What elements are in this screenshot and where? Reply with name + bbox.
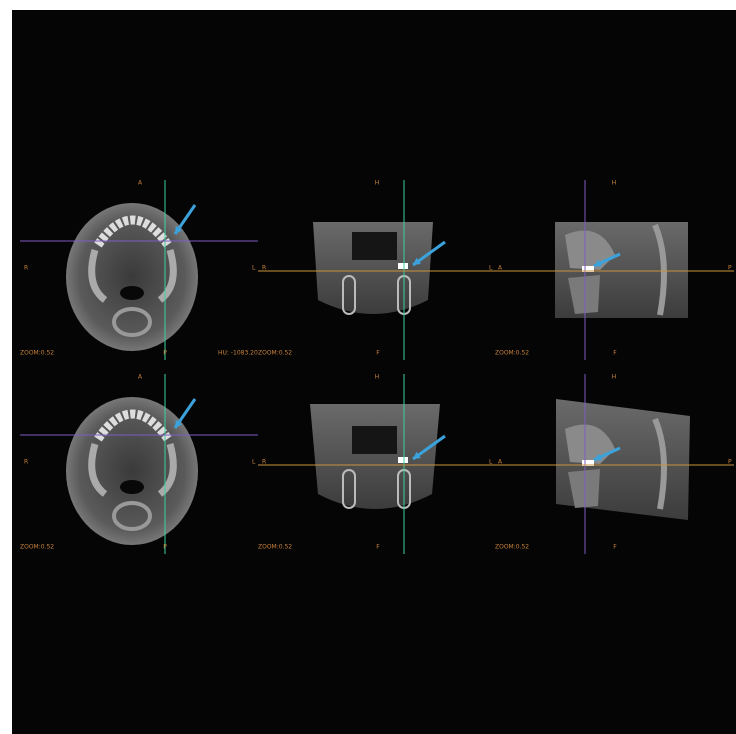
orientation-label-left: A: [498, 265, 503, 272]
spine: [652, 223, 667, 316]
orientation-label-bottom: F: [613, 544, 617, 551]
view-panel: A R L P ZOOM:0.52 HU: -1083.20: [20, 180, 258, 360]
root: [342, 469, 356, 509]
mandible: [88, 249, 177, 303]
axial-slice: [66, 203, 198, 351]
orientation-label-zoom: ZOOM:0.52: [495, 544, 529, 551]
orientation-label-zoom: ZOOM:0.52: [20, 350, 54, 357]
orientation-label-right: P: [728, 459, 732, 466]
orientation-label-bottom: P: [163, 544, 167, 551]
orientation-label-right: L: [252, 459, 256, 466]
orientation-label-bottom: F: [376, 350, 380, 357]
dental-arch: [94, 409, 172, 442]
orientation-label-zoom: ZOOM:0.52: [20, 544, 54, 551]
restoration: [398, 263, 408, 269]
orientation-label-left: R: [262, 459, 266, 466]
orientation-label-top: A: [138, 180, 143, 187]
coronal-slice: [310, 404, 440, 509]
sinus: [352, 232, 397, 260]
orientation-label-left: A: [498, 459, 503, 466]
airway: [120, 480, 144, 494]
arrow-head: [175, 420, 183, 428]
orientation-label-right: P: [728, 265, 732, 272]
orientation-label-zoom: ZOOM:0.52: [258, 544, 292, 551]
vertebra: [112, 307, 152, 337]
spine: [652, 417, 667, 510]
mandible: [568, 469, 600, 508]
arrow-head: [594, 259, 602, 267]
orientation-label-bottom: F: [613, 350, 617, 357]
root: [342, 275, 356, 315]
view-panel: H R L F ZOOM:0.52: [258, 180, 495, 360]
axial-slice: [66, 397, 198, 545]
vertebra: [112, 501, 152, 531]
maxilla: [565, 424, 615, 464]
orientation-label-zoom: ZOOM:0.52: [495, 350, 529, 357]
restoration: [582, 266, 594, 272]
restoration: [398, 457, 408, 463]
view-panel: H R L F ZOOM:0.52: [258, 374, 495, 554]
sinus: [352, 426, 397, 454]
view-panel: H A P F ZOOM:0.52: [495, 374, 734, 554]
airway: [120, 286, 144, 300]
mandible: [88, 443, 177, 497]
orientation-label-top: H: [612, 180, 617, 187]
view-panel: A R L P ZOOM:0.52: [20, 374, 258, 554]
orientation-label-top: A: [138, 374, 143, 381]
maxilla: [565, 230, 615, 270]
orientation-label-top: H: [375, 180, 380, 187]
orientation-label-zoom: ZOOM:0.52: [258, 350, 292, 357]
arrow-head: [413, 257, 421, 265]
view-panel: H A P F ZOOM:0.52: [495, 180, 734, 360]
orientation-label-hu: HU: -1083.20: [218, 350, 258, 357]
viewport: [12, 10, 736, 734]
mandible: [568, 275, 600, 314]
dental-arch: [94, 215, 172, 248]
restoration: [582, 460, 594, 466]
orientation-label-right: L: [489, 459, 493, 466]
orientation-label-left: R: [24, 459, 28, 466]
orientation-label-right: L: [252, 265, 256, 272]
orientation-label-left: R: [262, 265, 266, 272]
orientation-label-top: H: [612, 374, 617, 381]
arrow-head: [175, 226, 183, 234]
arrow-head: [594, 453, 602, 461]
orientation-label-bottom: F: [376, 544, 380, 551]
orientation-label-bottom: P: [163, 350, 167, 357]
orientation-label-left: R: [24, 265, 28, 272]
orientation-label-top: H: [375, 374, 380, 381]
orientation-label-right: L: [489, 265, 493, 272]
arrow-head: [413, 451, 421, 459]
